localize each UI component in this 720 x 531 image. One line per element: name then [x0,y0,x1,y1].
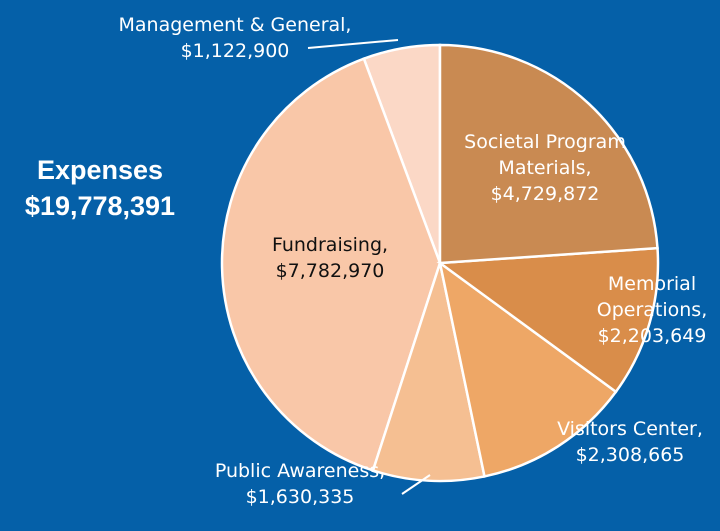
slice-label: Public Awareness, $1,630,335 [170,458,430,510]
slice-value: $1,122,900 [180,40,290,62]
pie-slice [220,57,442,473]
slice-value: $4,729,872 [490,183,600,205]
slice-label: Fundraising, $7,782,970 [230,232,430,284]
slice-label: Memorial Operations, $2,203,649 [590,271,715,349]
leader-line [307,39,399,49]
slice-value: $7,782,970 [275,260,385,282]
slice-category: Public Awareness, [214,460,386,482]
title-block: Expenses $19,778,391 [25,152,175,224]
slice-label: Visitors Center, $2,308,665 [530,416,720,468]
chart-subtitle: $19,778,391 [24,191,176,221]
leader-line [401,474,431,495]
pie-slice [436,246,660,394]
slice-category: Visitors Center, [557,418,703,440]
pie-slice [438,260,618,478]
pie-slice [371,258,486,483]
slice-label: Management & General, $1,122,900 [75,12,395,64]
pie-slice [438,43,659,265]
slice-category: Memorial Operations, [596,273,708,321]
slice-label: Societal Program Materials, $4,729,872 [430,129,660,207]
slice-category: Fundraising, [271,234,389,256]
slice-value: $1,630,335 [245,486,355,508]
slice-category: Societal Program Materials, [464,131,626,179]
slice-value: $2,308,665 [575,444,685,466]
chart-title: Expenses [36,155,164,185]
slice-value: $2,203,649 [597,325,707,347]
slice-category: Management & General, [118,14,352,36]
